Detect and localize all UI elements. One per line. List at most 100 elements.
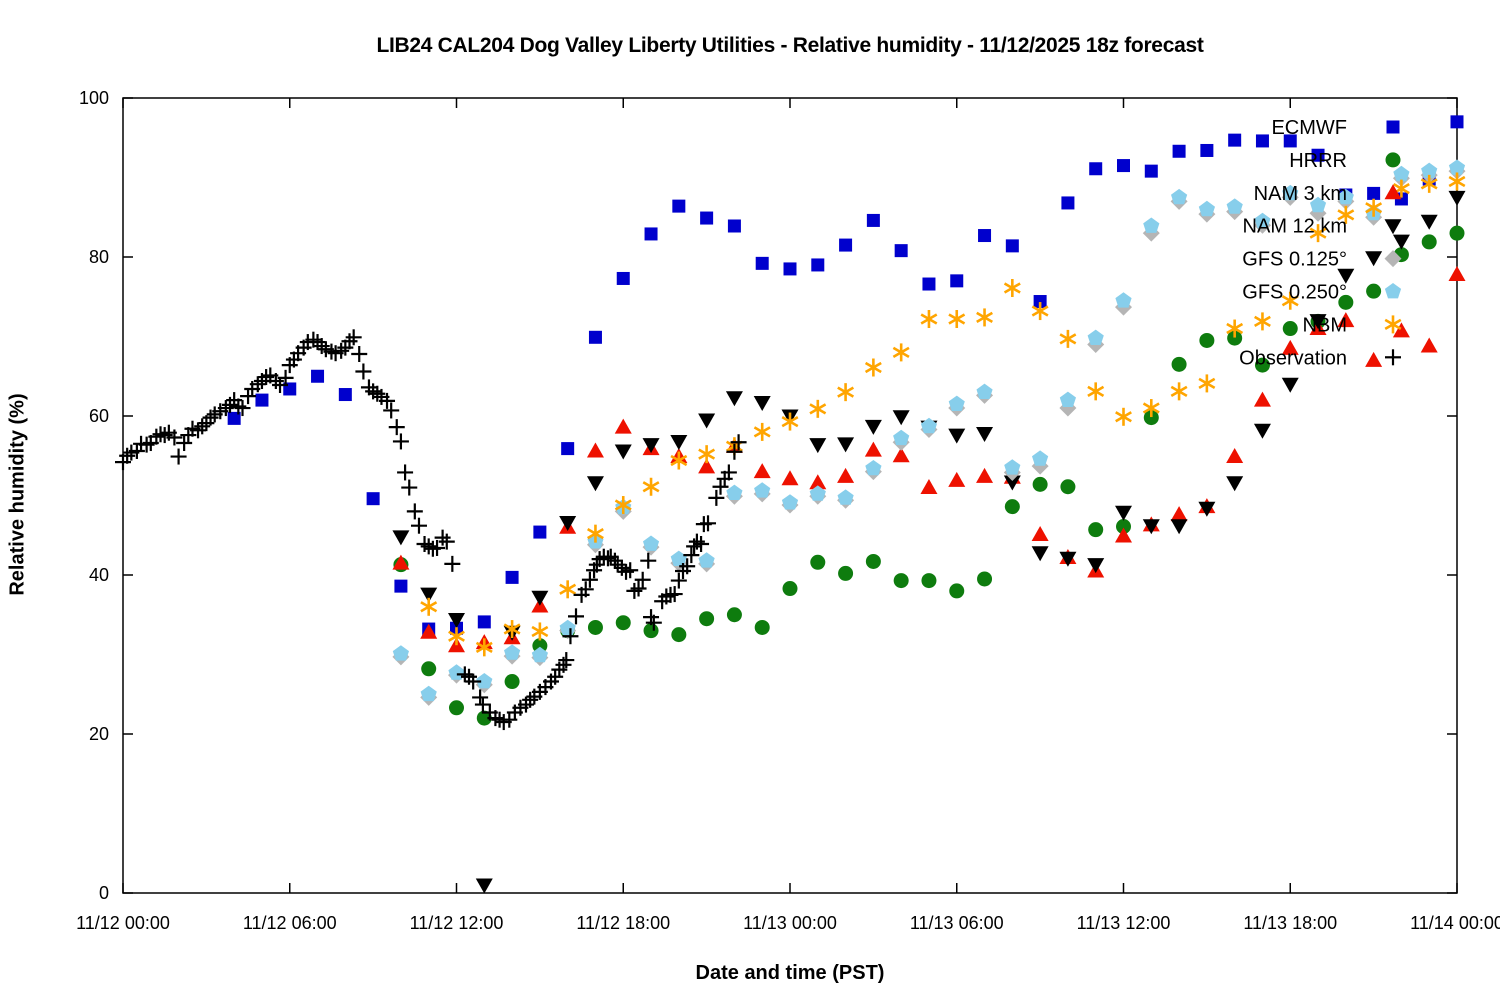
data-point <box>176 435 193 452</box>
data-point <box>1366 283 1382 299</box>
data-point <box>730 434 747 451</box>
data-point <box>1384 315 1402 334</box>
data-point <box>948 310 966 329</box>
data-point <box>866 213 880 227</box>
data-point <box>606 552 623 569</box>
data-point <box>712 478 729 495</box>
data-point <box>397 464 414 481</box>
data-point <box>698 445 716 464</box>
data-point <box>421 661 437 677</box>
data-point <box>948 395 965 411</box>
y-tick-label: 80 <box>89 247 109 267</box>
data-point <box>277 369 294 386</box>
data-point <box>865 460 882 476</box>
data-point <box>1255 134 1269 148</box>
data-point <box>345 329 362 346</box>
x-tick-label: 11/13 12:00 <box>1077 913 1171 933</box>
data-point <box>1310 196 1327 213</box>
data-point <box>533 525 547 539</box>
data-point <box>640 552 657 569</box>
data-point <box>755 256 769 270</box>
data-point <box>217 400 234 417</box>
legend-item: NAM 12 km <box>1243 216 1402 238</box>
data-point <box>643 623 659 639</box>
data-point <box>921 573 937 589</box>
data-point <box>782 581 798 597</box>
data-point <box>1089 162 1103 176</box>
data-point <box>670 572 687 589</box>
data-point <box>1199 332 1215 348</box>
data-point <box>645 614 662 631</box>
legend-label: ECMWF <box>1271 117 1347 139</box>
data-point <box>978 229 992 243</box>
y-tick-label: 100 <box>79 88 109 108</box>
data-point <box>1365 198 1383 217</box>
data-point <box>1386 120 1400 134</box>
data-point <box>465 673 482 690</box>
data-point <box>670 550 687 566</box>
data-point <box>708 489 725 506</box>
data-point <box>599 550 616 567</box>
data-point <box>522 691 539 708</box>
data-point <box>355 363 372 380</box>
data-point <box>1087 558 1105 574</box>
data-point <box>642 438 660 454</box>
data-point <box>420 685 437 702</box>
data-point <box>920 479 938 495</box>
data-point <box>726 443 743 460</box>
data-point <box>587 524 604 543</box>
data-point <box>1392 234 1410 250</box>
data-point <box>311 369 325 383</box>
data-point <box>456 666 473 683</box>
data-point <box>613 559 630 576</box>
data-point <box>698 552 715 568</box>
x-tick-label: 11/12 12:00 <box>410 913 504 933</box>
x-axis: 11/12 00:00 11/12 06:00 11/12 12:00 11/12 1… <box>76 98 1500 933</box>
x-axis-label: Date and time (PST) <box>695 962 885 984</box>
data-point <box>559 516 577 532</box>
data-point <box>504 674 520 690</box>
data-point <box>255 393 269 407</box>
x-tick-label: 11/12 00:00 <box>76 913 170 933</box>
data-point <box>700 211 714 225</box>
data-point <box>1170 382 1188 401</box>
y-tick-label: 20 <box>89 724 109 744</box>
data-point <box>781 412 799 431</box>
data-point <box>672 199 686 213</box>
data-point <box>1253 423 1271 439</box>
data-point <box>1367 186 1381 200</box>
data-point <box>388 419 405 436</box>
data-point <box>1088 522 1104 538</box>
data-point <box>837 467 855 483</box>
data-point <box>976 426 994 442</box>
data-point <box>622 562 639 579</box>
data-point <box>1282 184 1299 201</box>
data-point <box>429 539 446 556</box>
series-nam-3-km <box>392 265 1466 653</box>
data-point <box>1365 251 1383 267</box>
data-point <box>401 479 418 496</box>
data-point <box>1032 450 1049 466</box>
data-point <box>920 417 937 434</box>
data-point <box>558 652 575 669</box>
data-point <box>1171 188 1188 205</box>
data-point <box>1226 198 1243 214</box>
data-point <box>531 646 548 663</box>
data-point <box>1337 268 1355 284</box>
data-point <box>1061 196 1075 210</box>
data-point <box>1142 519 1160 535</box>
data-point <box>1171 356 1187 372</box>
data-point <box>1253 391 1271 407</box>
data-point <box>893 573 909 589</box>
data-point <box>1059 551 1077 567</box>
data-point <box>369 385 386 402</box>
data-point <box>420 587 438 603</box>
y-axis: 0 20 40 60 80 100 <box>79 88 1457 903</box>
data-point <box>190 422 207 439</box>
data-point <box>305 331 322 348</box>
data-point <box>1060 479 1076 495</box>
data-point <box>698 413 716 429</box>
data-point <box>671 627 687 643</box>
data-point <box>1385 349 1401 366</box>
